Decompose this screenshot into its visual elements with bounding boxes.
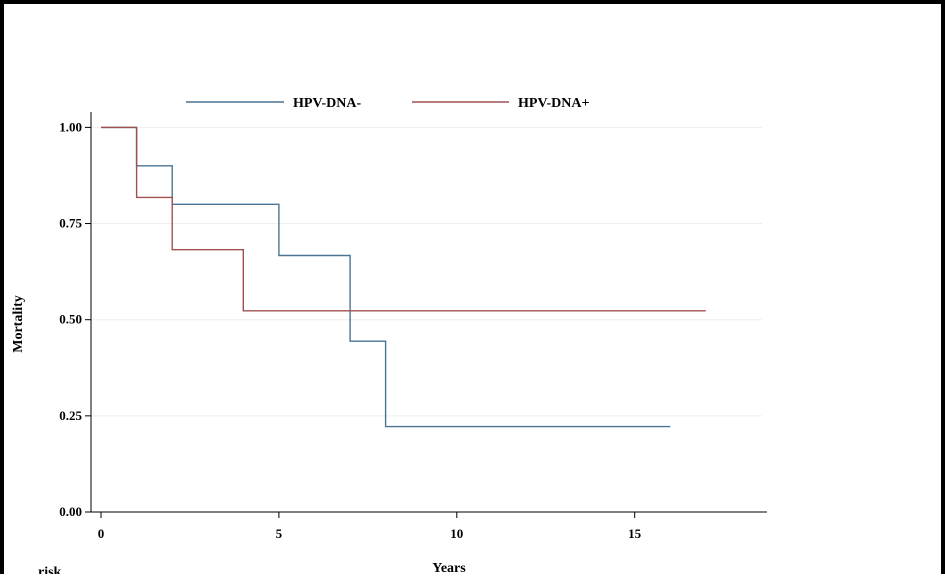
x-axis-title: Years [432,561,466,574]
y-tick-label-4: 1.00 [59,119,82,134]
cropped-caption-text: risk [38,565,62,574]
x-tick-label-2: 10 [450,526,463,541]
gridlines [91,126,762,513]
legend-label-hpv-dna-positive: HPV-DNA+ [518,96,590,111]
axes: 0.00 0.25 0.50 0.75 1.00 0 5 10 15 [59,112,767,541]
x-tick-label-3: 15 [628,526,642,541]
x-tick-label-1: 5 [276,526,283,541]
series-line-hpv-dna-positive [101,126,706,312]
y-tick-label-3: 0.75 [59,216,82,231]
y-tick-label-0: 0.00 [59,504,82,519]
y-tick-label-2: 0.50 [59,312,82,327]
series [101,126,706,428]
x-tick-label-0: 0 [98,526,105,541]
mortality-chart: 0.000.250.500.751.000 5 10 15 HPV-DNA- HPV-D… [11,96,767,579]
y-axis-title: Mortality [11,295,26,353]
y-tick-label-1: 0.25 [59,408,82,423]
legend-label-hpv-dna-negative: HPV-DNA- [293,96,362,111]
series-line-hpv-dna-negative [101,126,671,428]
legend: HPV-DNA- HPV-DNA+ [186,96,590,111]
